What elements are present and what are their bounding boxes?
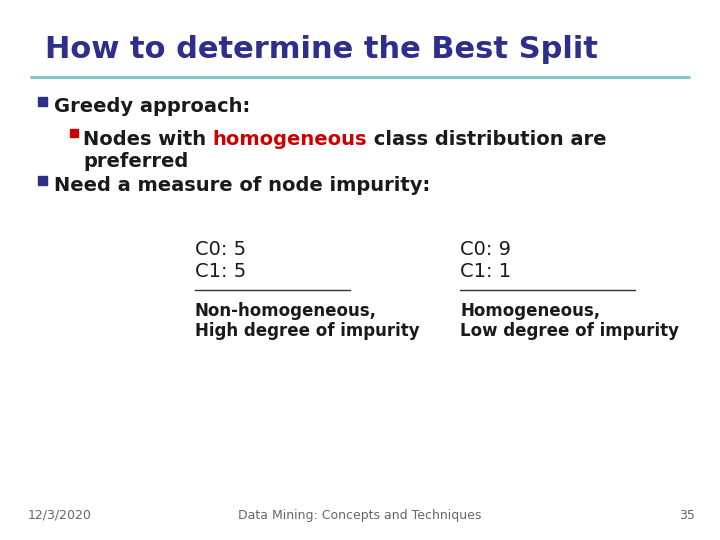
Text: How to determine the Best Split: How to determine the Best Split <box>45 35 598 64</box>
Text: Nodes with: Nodes with <box>83 130 213 149</box>
Text: C0: 9: C0: 9 <box>460 240 511 259</box>
Text: C0: 5: C0: 5 <box>195 240 246 259</box>
Text: Data Mining: Concepts and Techniques: Data Mining: Concepts and Techniques <box>238 509 482 522</box>
Text: 35: 35 <box>679 509 695 522</box>
Text: Homogeneous,: Homogeneous, <box>460 302 600 320</box>
Text: class distribution are: class distribution are <box>367 130 607 149</box>
Text: Need a measure of node impurity:: Need a measure of node impurity: <box>54 176 431 195</box>
Text: Low degree of impurity: Low degree of impurity <box>460 322 679 340</box>
Text: High degree of impurity: High degree of impurity <box>195 322 420 340</box>
Text: C1: 1: C1: 1 <box>460 262 511 281</box>
Text: Greedy approach:: Greedy approach: <box>54 97 251 116</box>
Text: preferred: preferred <box>83 152 188 171</box>
Bar <box>38 97 47 106</box>
Text: 12/3/2020: 12/3/2020 <box>28 509 92 522</box>
Text: C1: 5: C1: 5 <box>195 262 246 281</box>
Bar <box>70 129 78 137</box>
Text: homogeneous: homogeneous <box>213 130 367 149</box>
Text: Non-homogeneous,: Non-homogeneous, <box>195 302 377 320</box>
Bar <box>38 176 47 185</box>
